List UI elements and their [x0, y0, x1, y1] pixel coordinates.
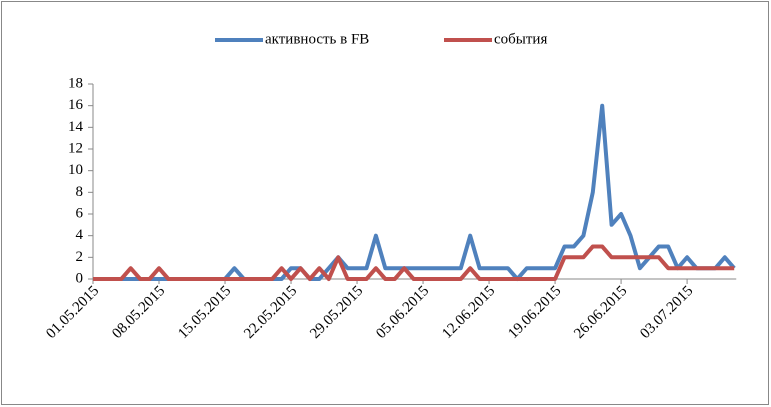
- legend-label: события: [494, 31, 547, 47]
- y-tick-label: 10: [68, 162, 83, 178]
- y-tick-label: 8: [76, 184, 84, 200]
- legend-label: активность в FB: [265, 31, 369, 47]
- y-tick-label: 0: [76, 270, 84, 286]
- y-tick-label: 4: [76, 227, 84, 243]
- y-tick-label: 12: [68, 140, 83, 156]
- y-tick-label: 16: [68, 97, 84, 113]
- y-tick-label: 6: [76, 205, 84, 221]
- y-tick-label: 2: [76, 249, 84, 265]
- y-tick-label: 18: [68, 75, 83, 91]
- y-tick-label: 14: [68, 119, 84, 135]
- line-series: [93, 244, 735, 281]
